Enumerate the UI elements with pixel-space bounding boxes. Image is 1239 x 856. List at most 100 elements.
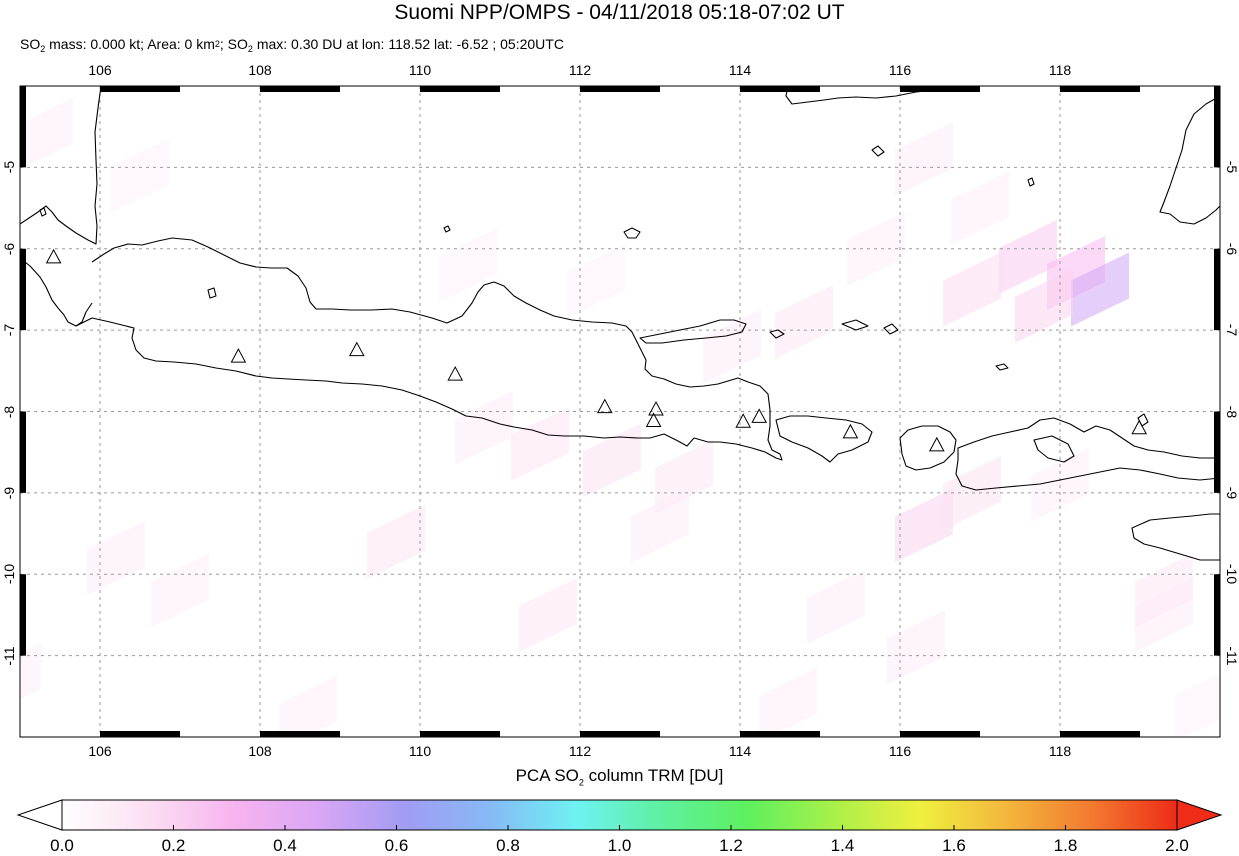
so2-pixel	[887, 610, 945, 685]
lombok-coast	[899, 425, 957, 471]
frame-bar-bottom	[260, 731, 340, 737]
so2-summary: SO2 mass: 0.000 kt; Area: 0 km2; SO2 max…	[20, 36, 564, 54]
madura-coast	[639, 319, 747, 344]
frame-bar-right	[1214, 411, 1220, 493]
lat-tick-label-left: -7	[1, 323, 17, 337]
small-island-5	[883, 323, 899, 335]
triangle-icon	[842, 423, 859, 439]
lat-tick-label-left: -8	[1, 405, 17, 418]
sumba-coast	[1131, 513, 1220, 561]
frame-bar-bottom	[900, 731, 980, 737]
lon-tick-label-top: 118	[1048, 62, 1072, 78]
so2-pixel	[655, 439, 713, 514]
so2-pixel	[439, 228, 497, 303]
so2-pixel	[951, 171, 1009, 246]
small-island-8	[1027, 177, 1035, 187]
colorbar-tick-label: 0.6	[384, 836, 409, 855]
colorbar-tick-label: 1.4	[830, 836, 855, 855]
small-island-4	[1137, 413, 1149, 427]
frame-bar-top	[100, 86, 180, 92]
frame-bar-left	[20, 574, 26, 656]
so2-pixel	[943, 252, 1001, 327]
lat-tick-label-right: -6	[1224, 242, 1239, 255]
frame-bar-bottom	[1060, 731, 1140, 737]
sumbawa-coast	[955, 417, 1220, 491]
so2-pixel	[1031, 447, 1089, 522]
sulawesi-coast	[1159, 95, 1220, 225]
lon-tick-label-bottom: 118	[1048, 743, 1072, 759]
frame-bar-bottom	[100, 731, 180, 737]
frame-bar-left	[20, 411, 26, 493]
frame-bar-top	[580, 86, 660, 92]
so2-pixel	[279, 675, 337, 737]
sumbawa-bay	[1033, 435, 1075, 463]
small-island-2	[841, 319, 869, 331]
so2-pixel	[631, 488, 689, 563]
frame-bar-left	[20, 86, 26, 168]
colorbar-tick-label: 0.2	[161, 836, 186, 855]
colorbar-tick-label: 1.0	[607, 836, 632, 855]
colorbar-tick-label: 0.0	[50, 836, 74, 855]
lat-tick-label-left: -5	[1, 161, 17, 174]
frame-bar-top	[1060, 86, 1140, 92]
so2-pixel	[583, 423, 641, 498]
colorbar-tick-label: 1.2	[719, 836, 743, 855]
map-border	[19, 85, 1221, 738]
triangle-icon	[45, 248, 62, 264]
so2-pixel	[1071, 252, 1129, 327]
so2-pixel	[455, 390, 513, 465]
lat-tick-label-left: -10	[1, 564, 17, 585]
lat-tick-label-right: -5	[1224, 161, 1239, 174]
frame-bar-bottom	[740, 731, 820, 737]
lon-tick-label-bottom: 106	[88, 743, 112, 759]
volcano-markers	[45, 248, 1148, 452]
colorbar-under-arrow	[16, 799, 63, 831]
lat-tick-label-right: -7	[1224, 323, 1239, 337]
so2-pixel	[999, 219, 1057, 294]
sumatra-coast-south	[20, 257, 93, 327]
frame-bar-top	[900, 86, 980, 92]
frame-bar-top	[260, 86, 340, 92]
sumatra-coast	[20, 86, 102, 245]
frame-bar-bottom	[420, 731, 500, 737]
colorbar-tick-label: 1.6	[942, 836, 966, 855]
lat-tick-label-right: -8	[1224, 405, 1239, 418]
java-coast	[75, 237, 783, 461]
triangle-icon	[230, 348, 247, 363]
coastlines	[20, 86, 1220, 561]
frame-bar-right	[1214, 574, 1220, 656]
frame-bar-right	[1214, 248, 1220, 331]
lat-tick-label-left: -11	[1, 646, 17, 666]
small-island-6	[769, 329, 785, 339]
lon-tick-label-top: 116	[888, 62, 912, 78]
lat-tick-label-left: -6	[1, 242, 17, 255]
triangle-icon	[648, 401, 664, 416]
colorbar-tick-label: 2.0	[1165, 836, 1189, 855]
so2-pixel	[87, 520, 145, 595]
lon-tick-label-top: 106	[88, 62, 112, 78]
colorbar-tick-label: 0.8	[496, 836, 520, 855]
so2-pixel	[1175, 673, 1220, 737]
frame-bar-bottom	[580, 731, 660, 737]
so2-pixel	[367, 504, 425, 579]
triangle-icon	[928, 436, 945, 452]
lon-tick-label-bottom: 114	[728, 743, 752, 759]
so2-pixel	[1135, 577, 1193, 652]
bawean-island	[623, 227, 641, 239]
triangle-icon	[1131, 419, 1148, 435]
lat-tick-label-right: -10	[1224, 564, 1239, 585]
so2-pixel	[20, 97, 73, 170]
so2-pixel	[511, 407, 569, 482]
bali-coast	[775, 415, 873, 463]
lon-tick-label-bottom: 110	[408, 743, 432, 759]
so2-pixel	[807, 569, 865, 644]
lat-tick-label-right: -11	[1224, 646, 1239, 666]
so2-pixel	[20, 643, 41, 700]
small-island-9	[39, 207, 47, 217]
frame-bar-left	[20, 248, 26, 331]
so2-pixel	[111, 138, 169, 213]
triangle-icon	[447, 366, 464, 381]
lat-tick-label-right: -9	[1224, 486, 1239, 500]
so2-pixel	[775, 284, 833, 359]
lon-tick-label-top: 110	[408, 62, 432, 78]
